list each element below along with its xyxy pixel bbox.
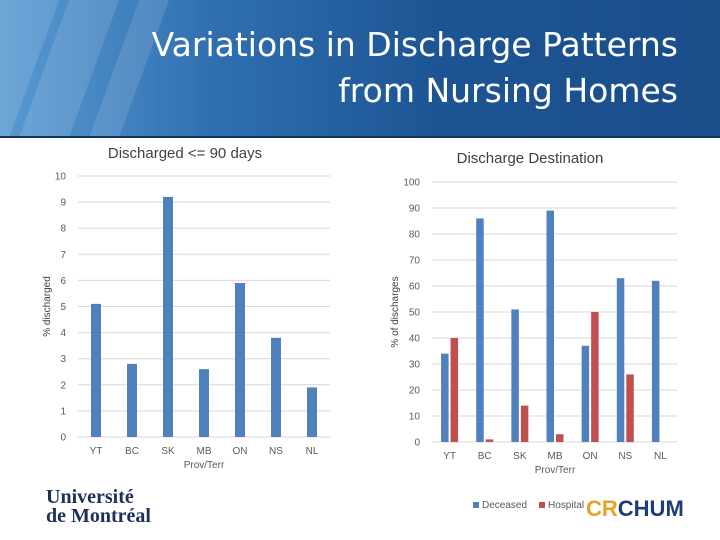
y-tick-label: 3 xyxy=(60,354,66,365)
bar-on xyxy=(235,283,245,437)
bar-nl xyxy=(307,387,317,437)
y-tick-label: 10 xyxy=(55,172,67,183)
y-tick-label: 30 xyxy=(409,360,421,371)
chart-title: Discharged <= 90 days xyxy=(108,145,262,162)
slide-title-line2: from Nursing Homes xyxy=(338,71,678,110)
x-tick-label: YT xyxy=(443,451,456,462)
y-tick-label: 0 xyxy=(414,438,420,449)
bar-ns-hospital xyxy=(626,374,634,442)
x-axis-label: Prov/Terr xyxy=(535,465,576,476)
legend-entry: Hospital xyxy=(548,500,584,511)
y-tick-label: 60 xyxy=(409,282,421,293)
udem-logo-line1: Université xyxy=(46,486,134,508)
slide-title-line1: Variations in Discharge Patterns xyxy=(151,25,678,64)
title-banner xyxy=(0,0,720,138)
crchum-logo: CRCHUM xyxy=(586,496,684,522)
x-tick-label: NL xyxy=(306,446,319,457)
x-tick-label: ON xyxy=(233,446,248,457)
legend-entry: Deceased xyxy=(482,500,527,511)
slide-title: Variations in Discharge Patterns from Nu… xyxy=(152,22,678,114)
x-tick-label: BC xyxy=(125,446,139,457)
bar-bc-hospital xyxy=(485,439,494,442)
bar-mb xyxy=(199,369,209,437)
bar-sk-hospital xyxy=(520,405,529,442)
y-tick-label: 0 xyxy=(60,433,66,444)
legend-swatch xyxy=(539,502,545,508)
bar-yt-deceased xyxy=(441,353,449,442)
bar-sk xyxy=(163,196,173,437)
y-tick-label: 50 xyxy=(409,308,421,319)
bar-on-deceased xyxy=(581,345,590,442)
x-tick-label: NS xyxy=(618,451,632,462)
x-tick-label: BC xyxy=(478,451,492,462)
y-tick-label: 9 xyxy=(60,198,66,209)
bar-ns xyxy=(271,337,281,437)
x-tick-label: NS xyxy=(269,446,283,457)
bar-mb-hospital xyxy=(556,434,564,442)
y-tick-label: 8 xyxy=(60,224,66,235)
y-tick-label: 10 xyxy=(409,412,421,423)
y-axis-label: % discharged xyxy=(42,276,53,337)
universite-de-montreal-logo: Université de Montréal xyxy=(46,486,151,527)
x-tick-label: ON xyxy=(583,451,598,462)
x-tick-label: YT xyxy=(90,446,103,457)
y-tick-label: 4 xyxy=(60,328,66,339)
y-tick-label: 5 xyxy=(60,302,66,313)
y-axis-label: % of discharges xyxy=(390,276,401,347)
bar-bc xyxy=(127,363,137,437)
bar-ns-deceased xyxy=(616,278,625,442)
x-tick-label: NL xyxy=(654,451,667,462)
y-tick-label: 6 xyxy=(60,276,66,287)
x-tick-label: MB xyxy=(197,446,212,457)
y-tick-label: 70 xyxy=(409,256,421,267)
y-tick-label: 1 xyxy=(60,406,66,417)
chart-title: Discharge Destination xyxy=(457,150,604,167)
y-tick-label: 2 xyxy=(60,380,66,391)
y-tick-label: 20 xyxy=(409,386,421,397)
y-tick-label: 7 xyxy=(60,250,66,261)
udem-logo-line2: de Montréal xyxy=(46,505,151,527)
crchum-logo-cr: CR xyxy=(586,496,618,521)
y-tick-label: 90 xyxy=(409,204,421,215)
bar-yt xyxy=(91,303,101,437)
bar-mb-deceased xyxy=(546,210,554,442)
y-tick-label: 80 xyxy=(409,230,421,241)
x-tick-label: SK xyxy=(513,451,527,462)
x-tick-label: MB xyxy=(548,451,563,462)
crchum-logo-name: CHUM xyxy=(617,496,684,521)
bar-yt-hospital xyxy=(450,338,459,442)
bar-on-hospital xyxy=(591,312,599,442)
y-tick-label: 40 xyxy=(409,334,421,345)
bar-nl-deceased xyxy=(651,280,660,442)
discharged-90-days-chart: Discharged <= 90 days 0 1 2 3 4 5 6 7 8 9 10 % disch… xyxy=(42,145,330,471)
y-tick-label: 100 xyxy=(403,178,420,189)
bar-bc-deceased xyxy=(476,218,484,442)
legend-swatch xyxy=(473,502,479,508)
discharge-destination-chart: Discharge Destination 0 10 20 30 40 50 60 70 80 90… xyxy=(390,150,678,511)
x-axis-label: Prov/Terr xyxy=(184,460,225,471)
bar-sk-deceased xyxy=(511,309,519,442)
x-tick-label: SK xyxy=(161,446,175,457)
